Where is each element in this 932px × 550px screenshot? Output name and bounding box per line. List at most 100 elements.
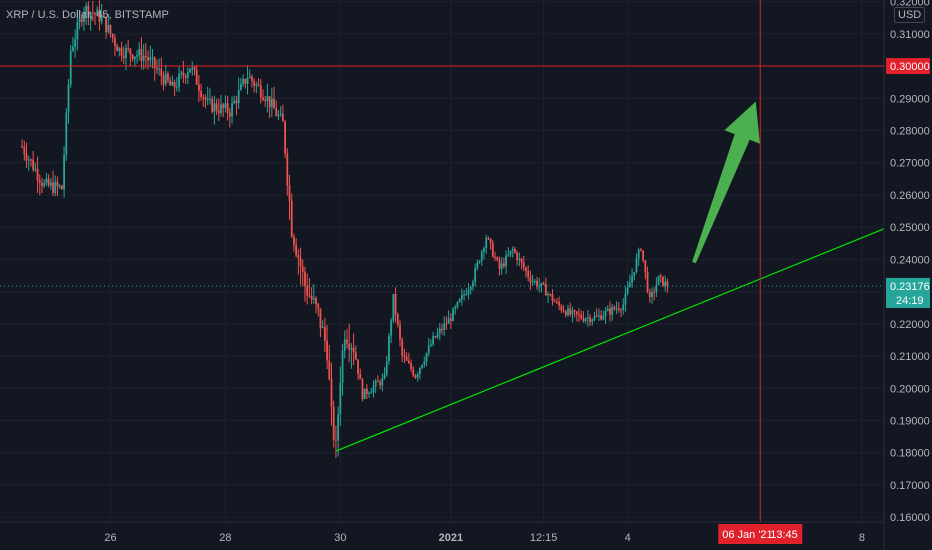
candle-body: [206, 99, 209, 101]
candle-body: [180, 72, 183, 75]
price-axis[interactable]: 0.16000 0.17000 0.18000 0.19000 0.20000 0.210…: [890, 0, 930, 524]
candle-body: [525, 267, 527, 271]
candle-body: [452, 309, 454, 322]
candle-body: [301, 266, 304, 272]
candle-body: [140, 48, 143, 61]
candle-body: [326, 340, 328, 361]
candle-body: [586, 317, 589, 319]
candle-body: [487, 238, 490, 240]
candle-body: [80, 18, 83, 22]
candle-body: [306, 285, 309, 296]
candle-body: [118, 48, 121, 52]
candle-body: [275, 108, 278, 116]
candle-body: [244, 78, 247, 84]
candle-body: [485, 238, 488, 249]
candle-body: [436, 333, 439, 338]
candle-body: [167, 73, 169, 81]
candle-body: [52, 182, 54, 193]
crosshair-time-label: 13:45: [770, 529, 798, 541]
currency-button[interactable]: USD: [894, 7, 926, 23]
candle-body: [569, 308, 572, 315]
symbol-title[interactable]: XRP / U.S. Dollar, 45, BITSTAMP: [6, 9, 169, 21]
candle-body: [186, 72, 189, 78]
candle-body: [547, 294, 549, 296]
candle-body: [319, 308, 322, 328]
candle-body: [277, 114, 280, 116]
time-axis[interactable]: 26 28 30 2021 12:15 4 8: [104, 532, 865, 544]
candle-body: [288, 185, 291, 201]
candle-body: [465, 293, 468, 295]
candle-body: [233, 100, 236, 104]
candle-body: [615, 308, 618, 310]
candle-body: [593, 315, 596, 320]
candle-body: [516, 252, 519, 261]
candle-body: [363, 388, 366, 400]
candle-body: [211, 98, 214, 113]
candle-body: [182, 72, 185, 76]
price-tick-label: 0.24000: [890, 254, 930, 266]
candle-body: [49, 182, 52, 186]
candle-body: [209, 98, 211, 100]
candle-body: [204, 97, 207, 101]
candle-body: [480, 251, 483, 262]
candle-body: [23, 146, 26, 155]
candle-body: [354, 352, 357, 360]
candle-body: [551, 294, 554, 302]
candle-body: [312, 298, 315, 300]
candle-body: [648, 291, 651, 297]
price-tick-label: 0.17000: [890, 480, 930, 492]
candle-body: [606, 308, 609, 311]
candle-body: [315, 298, 317, 305]
candle-body: [281, 113, 284, 122]
candle-body: [633, 272, 636, 276]
candle-body: [149, 57, 152, 61]
candle-body: [617, 308, 620, 310]
candle-body: [335, 439, 337, 441]
candle-body: [567, 308, 569, 316]
candle-body: [251, 76, 253, 82]
candle-body: [628, 282, 631, 288]
candle-body: [328, 360, 331, 379]
candle-body: [156, 67, 158, 70]
candle-body: [198, 84, 200, 91]
time-tick-label: 4: [625, 532, 631, 544]
candle-body: [343, 339, 346, 351]
candle-body: [111, 33, 114, 39]
candle-body: [646, 272, 649, 292]
candle-body: [602, 316, 605, 320]
candle-body: [664, 281, 667, 286]
candle-body: [445, 323, 448, 325]
candle-body: [542, 282, 545, 285]
candle-body: [65, 112, 68, 156]
candle-body: [242, 78, 244, 84]
candle-body: [379, 381, 382, 386]
candle-body: [434, 336, 437, 338]
candle-body: [270, 98, 273, 108]
candle-body: [222, 104, 225, 108]
drawings: [0, 0, 885, 522]
candle-body: [368, 393, 370, 395]
candle-body: [414, 375, 417, 378]
candle-body: [449, 318, 452, 322]
candle-body: [538, 285, 541, 287]
candle-body: [582, 318, 585, 321]
candle-body: [78, 18, 81, 23]
candle-body: [262, 97, 264, 100]
candle-body: [505, 255, 507, 267]
candle-body: [98, 9, 101, 22]
candle-body: [129, 48, 132, 55]
candle-body: [87, 5, 90, 18]
candle-body: [549, 294, 552, 296]
candle-body: [383, 374, 386, 378]
candle-body: [423, 361, 426, 366]
candle-body: [609, 308, 611, 315]
candle-body: [89, 12, 92, 18]
candle-body: [200, 90, 203, 98]
candle-body: [522, 262, 525, 268]
candle-body: [105, 16, 107, 32]
candle-body: [144, 55, 147, 57]
candle-body: [365, 388, 368, 394]
candle-body: [226, 103, 229, 113]
